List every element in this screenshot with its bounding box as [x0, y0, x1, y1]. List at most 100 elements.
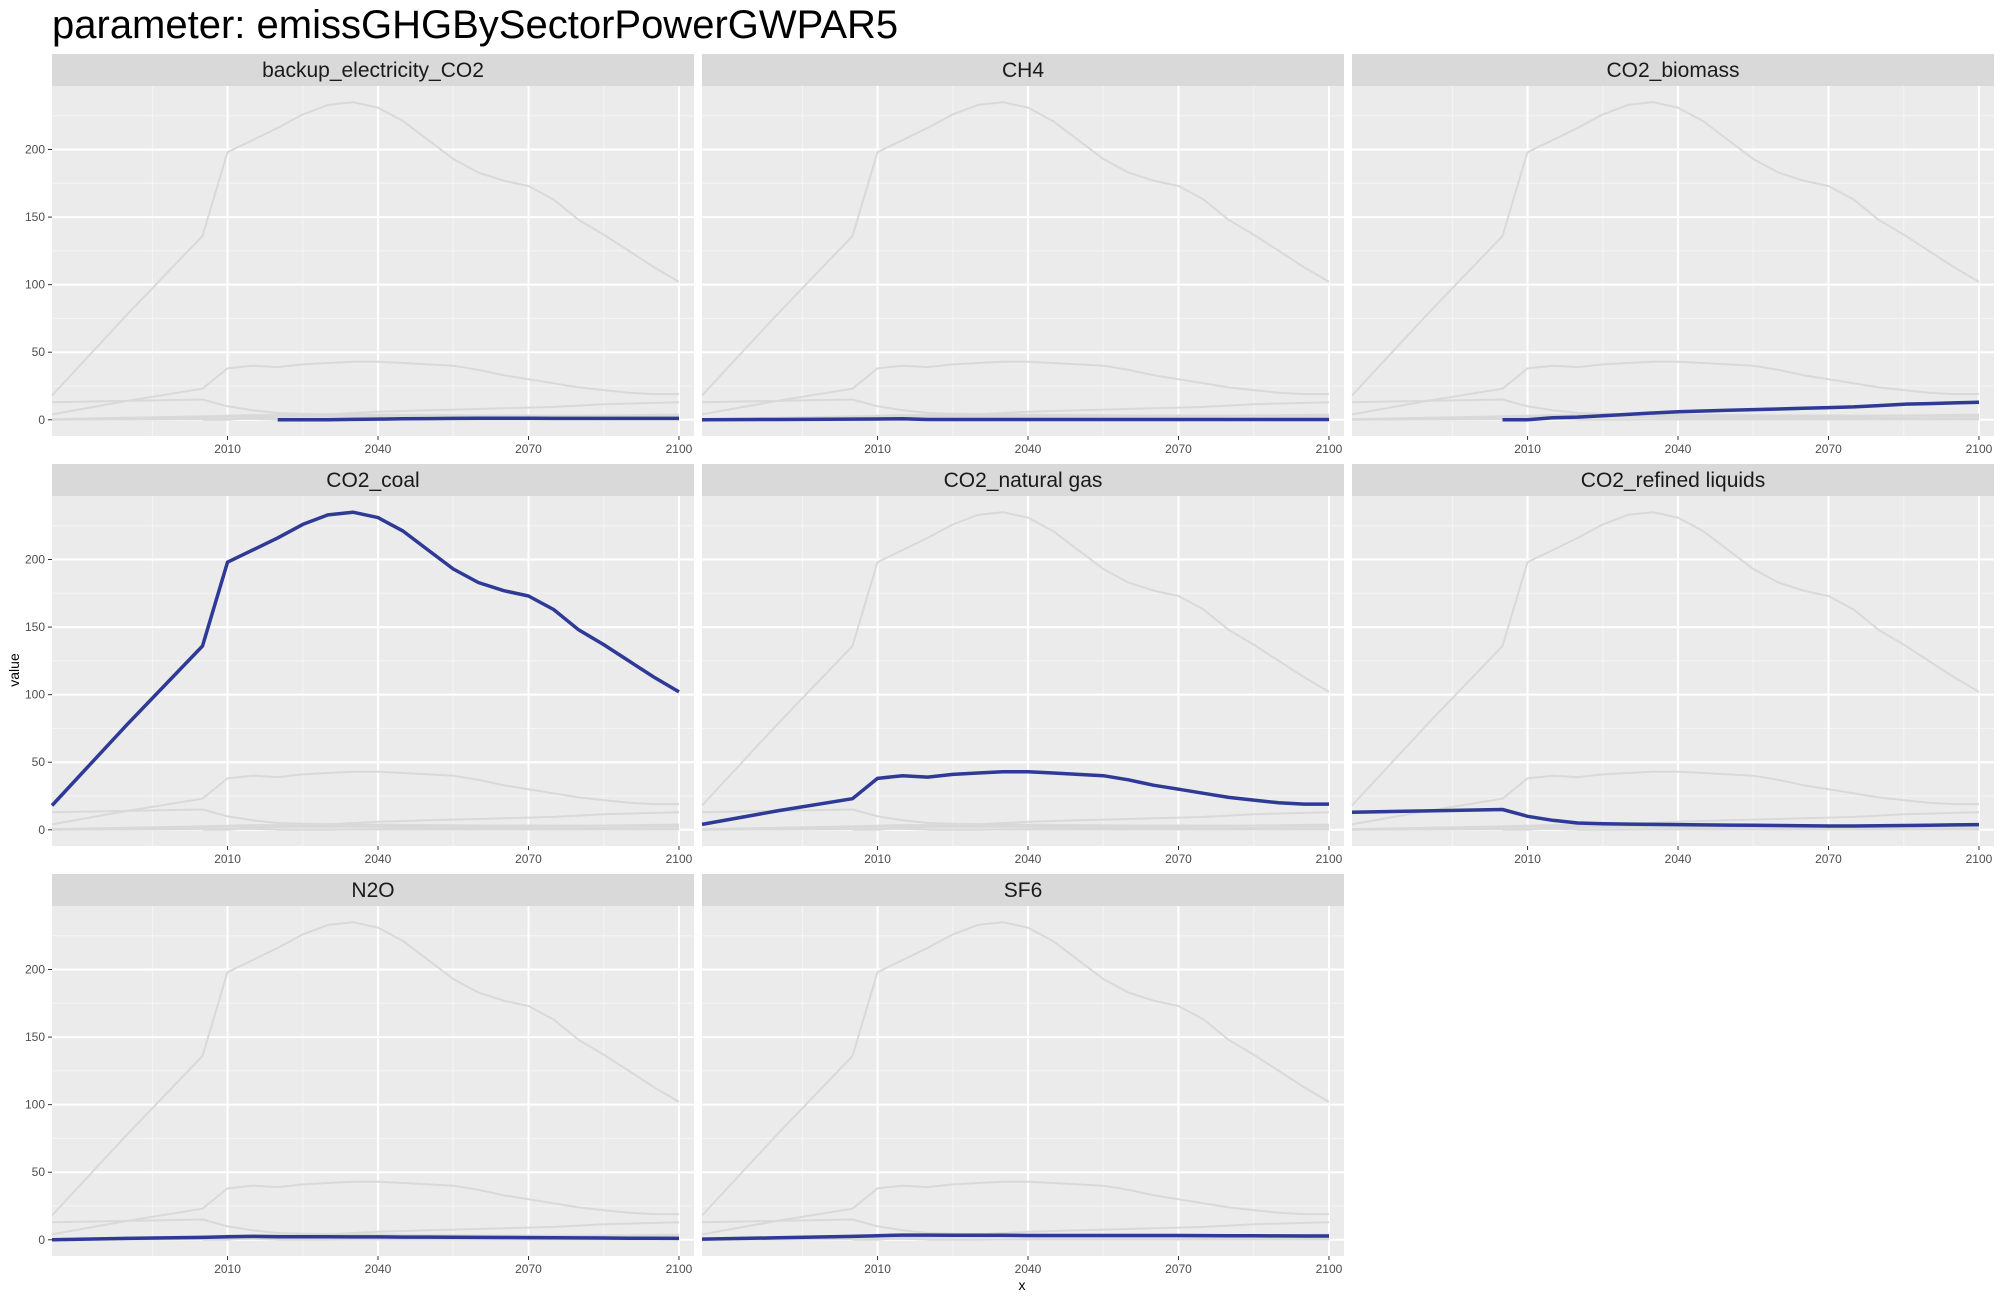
- x-tick-label: 2010: [864, 1262, 891, 1276]
- plot-background: [702, 496, 1344, 846]
- background-series-line-co2-natural-gas: [701, 360, 1329, 416]
- plot-background: [1352, 86, 1994, 436]
- facet-panel-co2-natural-gas: CO2_natural gas 2010 2040 2070 2100: [701, 464, 1344, 866]
- facet-strip-label: CH4: [1002, 59, 1044, 82]
- background-series-line-co2-coal: [701, 101, 1330, 397]
- y-tick-label: 0: [38, 823, 45, 837]
- background-series-line-co2-coal: [1351, 511, 1980, 807]
- background-series-line-sf6: [701, 824, 1329, 831]
- x-tick-label: 2070: [1815, 852, 1842, 866]
- x-tick-label: 2040: [365, 442, 392, 456]
- background-series-line-sf6: [1351, 414, 1979, 421]
- x-tick-label: 2100: [666, 442, 693, 456]
- facet-strip-label: backup_electricity_CO2: [262, 59, 484, 82]
- facet-strip: [702, 874, 1344, 906]
- background-series-line-n2o: [1351, 825, 1980, 831]
- x-tick-label: 2070: [1165, 442, 1192, 456]
- y-tick-label: 150: [25, 210, 45, 224]
- facet-strip-label: CO2_coal: [326, 469, 419, 492]
- facet-panel-co2-refined-liquids: CO2_refined liquids 2010 2040 2070 2100: [1351, 464, 1994, 866]
- plot-background: [1352, 496, 1994, 846]
- background-series-line-n2o: [1351, 415, 1980, 421]
- series-line-co2-biomass: [1502, 400, 1980, 422]
- series-line-n2o: [51, 1234, 680, 1242]
- y-tick-label: 50: [32, 1165, 46, 1179]
- x-tick-label: 2070: [515, 442, 542, 456]
- background-series-line-sf6: [51, 824, 679, 831]
- y-tick-label: 200: [25, 143, 45, 157]
- x-tick-label: 2100: [666, 852, 693, 866]
- y-tick-label: 0: [38, 1233, 45, 1247]
- x-tick-label: 2040: [365, 1262, 392, 1276]
- x-tick-label: 2100: [666, 1262, 693, 1276]
- facet-panel-co2-biomass: CO2_biomass 2010 2040 2070 2100: [1351, 54, 1994, 456]
- x-tick-label: 2100: [1316, 852, 1343, 866]
- y-tick-label: 200: [25, 963, 45, 977]
- facet-strip: [702, 464, 1344, 496]
- background-series-line-sf6: [51, 414, 679, 421]
- facet-strip: [1352, 54, 1994, 86]
- x-tick-label: 2070: [1165, 1262, 1192, 1276]
- x-tick-label: 2070: [515, 852, 542, 866]
- x-tick-label: 2010: [214, 852, 241, 866]
- y-tick-label: 150: [25, 1030, 45, 1044]
- x-tick-label: 2100: [1966, 442, 1993, 456]
- facet-strip: [52, 54, 694, 86]
- x-tick-label: 2070: [515, 1262, 542, 1276]
- facet-strip-label: CO2_biomass: [1606, 59, 1739, 82]
- background-series-line-co2-natural-gas: [701, 1180, 1329, 1236]
- facet-panel-sf6: SF6 2010 2040 2070 2100: [701, 874, 1344, 1276]
- background-series-line-n2o: [51, 825, 680, 831]
- series-line-co2-coal: [50, 510, 680, 807]
- y-tick-label: 50: [32, 345, 46, 359]
- plot-background: [52, 86, 694, 436]
- facet-strip: [702, 54, 1344, 86]
- y-tick-label: 150: [25, 620, 45, 634]
- facet-panel-ch4: CH4 2010 2040 2070 2100: [701, 54, 1344, 456]
- facet-panels: backup_electricity_CO2 2010 2040 2070 2100 0 5…: [25, 54, 1994, 1276]
- x-tick-label: 2070: [1165, 852, 1192, 866]
- background-series-line-co2-coal: [701, 511, 1330, 807]
- x-tick-label: 2010: [214, 1262, 241, 1276]
- y-tick-label: 0: [38, 413, 45, 427]
- series-line-co2-natural-gas: [701, 769, 1329, 827]
- background-series-line-co2-coal: [701, 921, 1330, 1217]
- facet-panel-n2o: N2O 2010 2040 2070 2100 0 50 100 150 200: [25, 874, 694, 1276]
- x-tick-label: 2040: [1015, 1262, 1042, 1276]
- series-line-backup-electricity-co2: [277, 416, 679, 422]
- background-series-line-co2-natural-gas: [1351, 770, 1979, 826]
- background-series-line-co2-natural-gas: [1351, 360, 1979, 416]
- facet-strip: [1352, 464, 1994, 496]
- y-axis-title: value: [6, 653, 22, 687]
- background-series-line-co2-natural-gas: [51, 1180, 679, 1236]
- x-tick-label: 2010: [1514, 852, 1541, 866]
- background-series-line-sf6: [701, 414, 1329, 421]
- x-tick-label: 2040: [1015, 442, 1042, 456]
- y-tick-label: 200: [25, 553, 45, 567]
- series-line-ch4: [701, 417, 1329, 422]
- background-series-line-n2o: [701, 825, 1330, 831]
- y-tick-label: 100: [25, 1098, 45, 1112]
- x-tick-label: 2100: [1316, 1262, 1343, 1276]
- series-line-co2-refined-liquids: [1351, 807, 1980, 828]
- facet-strip-label: CO2_natural gas: [944, 469, 1103, 492]
- x-tick-label: 2040: [365, 852, 392, 866]
- plot-background: [52, 496, 694, 846]
- facet-strip-label: N2O: [351, 879, 394, 902]
- x-axis-title: x: [1019, 1277, 1026, 1293]
- x-tick-label: 2040: [1665, 852, 1692, 866]
- facet-panel-co2-coal: CO2_coal 2010 2040 2070 2100 0 50 100 150 200: [25, 464, 694, 866]
- x-tick-label: 2010: [214, 442, 241, 456]
- background-series-line-co2-natural-gas: [51, 770, 679, 826]
- background-series-line-co2-coal: [51, 101, 680, 397]
- chart-title: parameter: emissGHGBySectorPowerGWPAR5: [52, 3, 898, 47]
- plot-background: [52, 906, 694, 1256]
- y-tick-label: 100: [25, 278, 45, 292]
- x-tick-label: 2070: [1815, 442, 1842, 456]
- background-series-line-co2-coal: [1351, 101, 1980, 397]
- x-tick-label: 2010: [864, 852, 891, 866]
- series-line-sf6: [701, 1233, 1329, 1241]
- background-series-line-co2-natural-gas: [51, 360, 679, 416]
- plot-background: [702, 86, 1344, 436]
